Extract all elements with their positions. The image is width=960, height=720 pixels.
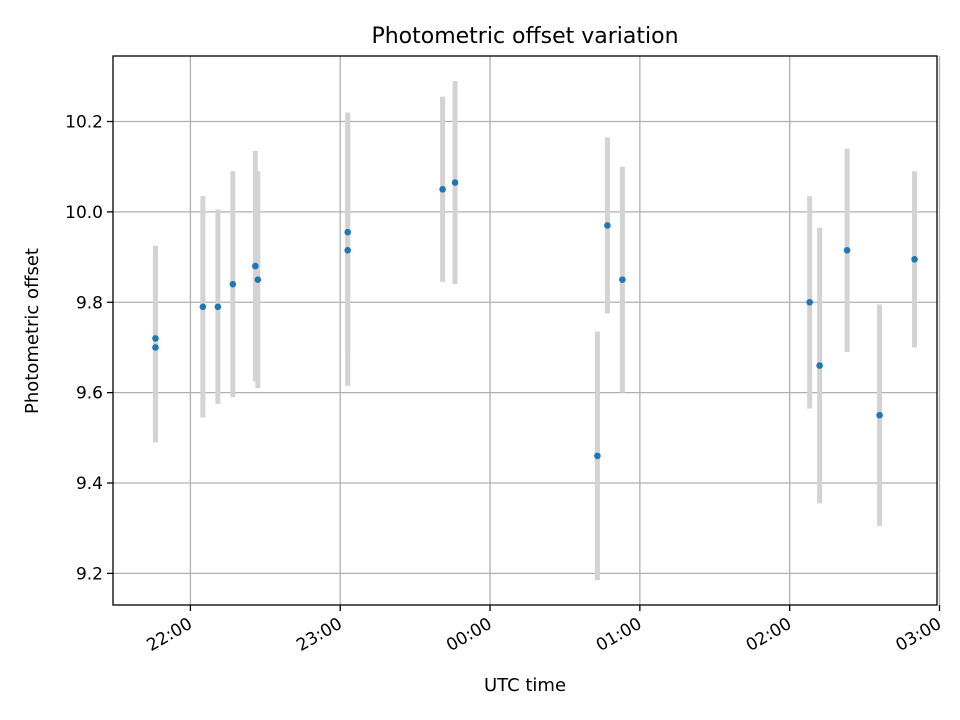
x-tick-label: 02:00 xyxy=(743,614,795,656)
x-axis-label: UTC time xyxy=(484,675,566,696)
plot-frame xyxy=(112,55,938,606)
y-tick-label: 9.4 xyxy=(76,474,103,494)
data-point xyxy=(252,262,259,270)
data-point xyxy=(594,452,601,460)
data-point xyxy=(806,298,813,306)
x-tick-label: 03:00 xyxy=(893,614,945,656)
axis-ticks: 22:00 23:00 00:00 01:00 02:00 03:00 9.2 9.4 9.6 9… xyxy=(65,113,945,656)
data-point xyxy=(229,280,237,288)
data-point xyxy=(344,228,352,236)
data-point xyxy=(876,411,883,419)
data-point xyxy=(152,344,159,351)
data-point xyxy=(604,222,611,229)
y-tick-label: 9.2 xyxy=(76,564,103,584)
y-tick-label: 9.6 xyxy=(76,384,103,404)
data-point xyxy=(254,276,262,283)
data-point xyxy=(843,246,851,254)
x-tick-label: 01:00 xyxy=(593,614,645,656)
data-points xyxy=(152,179,918,460)
x-tick-label: 22:00 xyxy=(143,614,195,656)
data-point xyxy=(619,276,626,283)
data-point xyxy=(451,179,459,186)
x-tick-label: 00:00 xyxy=(443,614,495,656)
grid xyxy=(113,56,941,605)
y-tick-label: 9.8 xyxy=(76,293,103,313)
chart-title: Photometric offset variation xyxy=(371,24,678,49)
data-point xyxy=(344,246,352,254)
y-axis-label: Photometric offset xyxy=(22,248,43,414)
error-bars xyxy=(152,80,918,581)
x-tick-label: 23:00 xyxy=(293,614,345,656)
data-point xyxy=(199,303,207,311)
data-point xyxy=(152,335,159,342)
data-point xyxy=(214,303,222,311)
y-tick-label: 10.0 xyxy=(65,203,103,223)
y-tick-label: 10.2 xyxy=(65,113,103,133)
data-point xyxy=(816,362,823,369)
data-point xyxy=(911,256,918,263)
data-point xyxy=(439,185,446,193)
